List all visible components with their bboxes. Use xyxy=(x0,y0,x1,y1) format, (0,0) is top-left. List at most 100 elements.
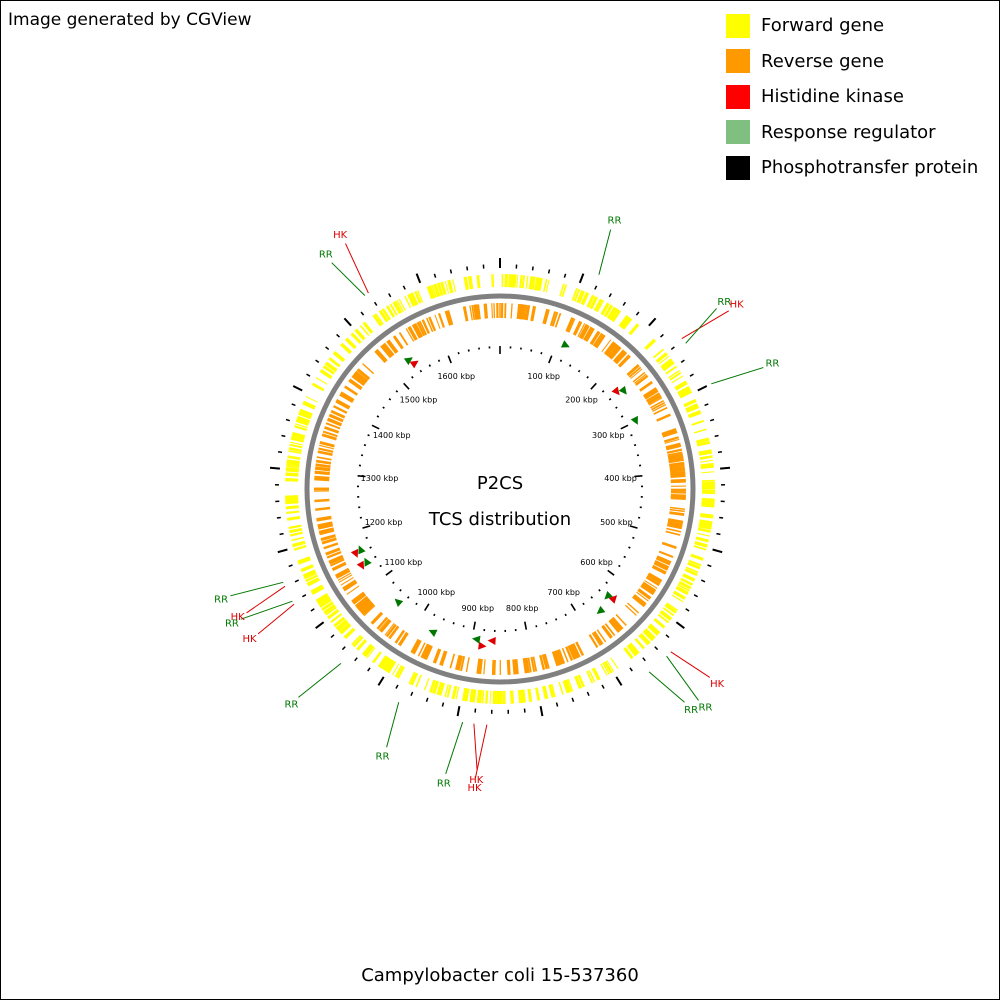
outer-tick xyxy=(306,373,311,377)
gene-block xyxy=(380,344,393,359)
gene-block xyxy=(383,658,393,672)
gene-block xyxy=(639,633,651,645)
feature-marker xyxy=(487,637,496,645)
outer-tick xyxy=(700,579,706,583)
ruler-tick xyxy=(630,434,633,437)
gene-block xyxy=(522,657,529,674)
gene-block xyxy=(327,609,340,620)
gene-block xyxy=(449,653,456,669)
gene-block xyxy=(688,559,702,567)
gene-block xyxy=(378,618,390,631)
gene-block xyxy=(509,690,513,704)
gene-block xyxy=(667,520,683,528)
outer-tick xyxy=(670,346,675,350)
outer-tick xyxy=(555,702,559,707)
gene-block xyxy=(317,521,333,528)
gene-block xyxy=(340,391,355,402)
ruler-tick xyxy=(555,618,558,621)
outer-tick xyxy=(615,676,623,686)
gene-block xyxy=(519,274,523,289)
gene-block xyxy=(437,312,445,328)
gene-block xyxy=(542,685,549,700)
gene-block xyxy=(476,275,481,289)
gene-block xyxy=(325,547,340,555)
gene-block xyxy=(429,316,437,331)
outer-tick xyxy=(449,269,453,274)
gene-block xyxy=(337,572,352,581)
ruler-tick xyxy=(472,621,476,630)
outer-tick xyxy=(433,273,437,278)
gene-block xyxy=(423,677,430,691)
gene-block xyxy=(377,655,389,668)
feature-marker xyxy=(604,591,613,600)
outer-tick xyxy=(563,273,567,278)
feature-marker xyxy=(472,635,481,644)
outer-tick xyxy=(377,676,385,686)
gene-block xyxy=(299,409,313,417)
gene-block xyxy=(588,669,596,683)
gene-block xyxy=(385,305,396,318)
ruler-tick xyxy=(628,546,631,549)
gene-block xyxy=(477,658,483,675)
gene-block xyxy=(520,689,525,703)
outer-tick xyxy=(635,311,640,316)
gene-block xyxy=(667,449,683,454)
outer-tick xyxy=(665,634,670,639)
gene-block xyxy=(531,306,537,322)
gene-block xyxy=(528,276,533,290)
ruler-tick xyxy=(457,351,460,355)
gene-block xyxy=(316,515,332,521)
gene-block xyxy=(670,475,686,479)
ruler-tick xyxy=(374,555,377,559)
ruler-tick xyxy=(535,625,538,628)
callout-line xyxy=(711,367,764,385)
gene-block xyxy=(675,381,688,390)
gene-block xyxy=(378,310,388,323)
gene-block xyxy=(288,450,302,454)
gene-block xyxy=(292,540,306,547)
ruler-label: 700 kbp xyxy=(547,588,580,597)
callout-label: RR xyxy=(608,215,622,226)
outer-tick xyxy=(571,697,575,702)
gene-block xyxy=(584,327,595,342)
gene-block xyxy=(285,505,299,510)
ruler-tick xyxy=(632,536,635,539)
gene-block xyxy=(352,635,364,648)
gene-block xyxy=(628,366,642,378)
gene-block xyxy=(670,493,686,498)
gene-block xyxy=(512,659,516,675)
outer-tick xyxy=(586,691,590,696)
callout-label: HK xyxy=(231,612,246,623)
outer-tick xyxy=(704,403,709,407)
gene-block xyxy=(665,530,681,536)
gene-block xyxy=(526,305,531,321)
gene-block xyxy=(595,334,606,349)
gene-block xyxy=(325,361,338,372)
ruler-tick xyxy=(629,525,638,529)
outer-tick xyxy=(709,418,715,422)
gene-block xyxy=(469,688,475,703)
ruler-tick xyxy=(607,569,615,576)
callout-line xyxy=(598,229,612,275)
gene-block xyxy=(606,343,619,358)
ruler-tick xyxy=(623,555,626,559)
gene-block xyxy=(645,577,660,587)
gene-block xyxy=(508,274,512,288)
gene-block xyxy=(586,670,594,684)
gene-block xyxy=(289,527,303,534)
gene-block xyxy=(614,351,628,365)
gene-block xyxy=(577,323,586,338)
gene-block xyxy=(426,317,434,333)
gene-block xyxy=(511,690,515,704)
gene-block xyxy=(472,689,477,703)
legend: Forward gene Reverse gene Histidine kina… xyxy=(726,8,978,186)
gene-block xyxy=(603,341,616,356)
gene-block xyxy=(539,654,546,671)
gene-block xyxy=(574,675,583,689)
gene-block xyxy=(559,283,565,297)
gene-block xyxy=(669,462,685,468)
gene-block xyxy=(318,447,334,453)
gene-block xyxy=(471,304,476,321)
gene-block xyxy=(305,396,318,403)
gene-block xyxy=(619,315,630,328)
